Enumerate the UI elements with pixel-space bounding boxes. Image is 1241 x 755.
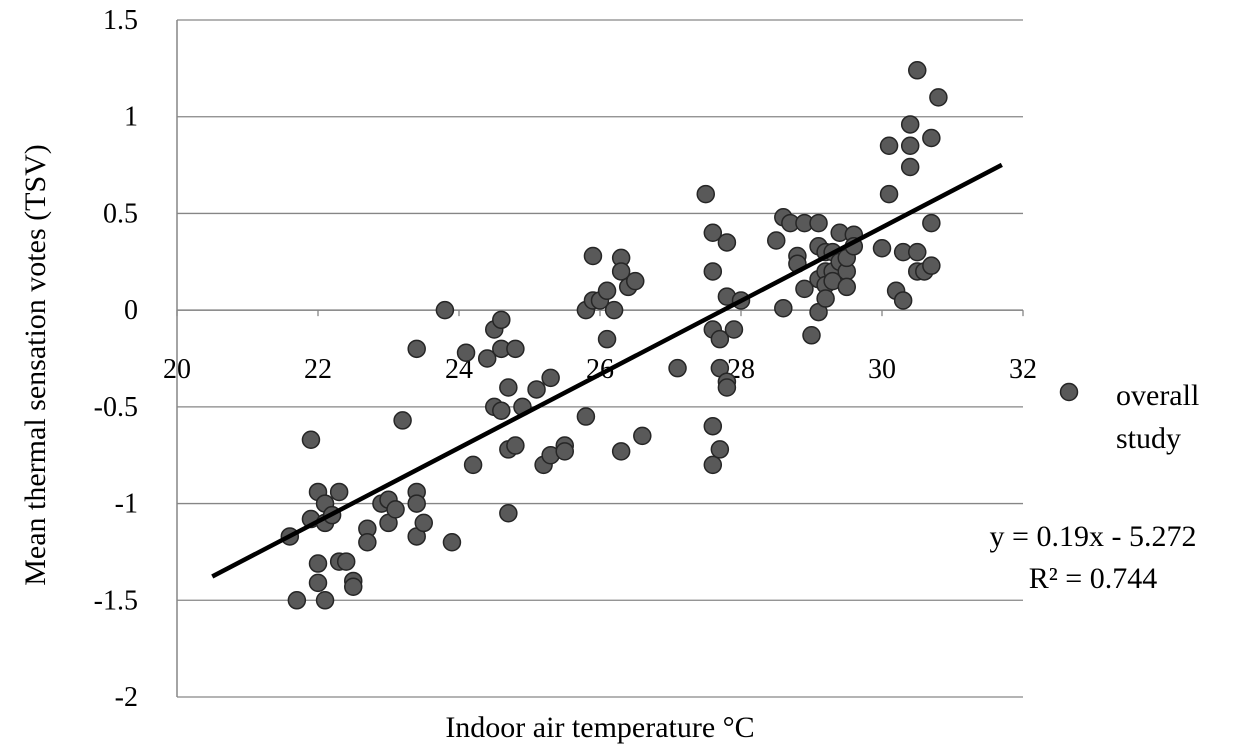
data-point	[463, 455, 483, 475]
data-point	[710, 329, 730, 349]
data-point	[506, 436, 525, 455]
data-point	[710, 440, 730, 459]
data-point	[492, 310, 511, 330]
data-point	[499, 378, 518, 397]
x-tick-label: 20	[163, 354, 191, 385]
data-point	[929, 88, 948, 107]
data-point	[668, 358, 687, 378]
data-point	[393, 411, 412, 430]
data-point	[717, 233, 737, 252]
data-point	[703, 262, 723, 281]
data-point	[308, 554, 328, 573]
data-point	[407, 494, 426, 513]
y-tick-labels: 1.5 1 0.5 0 -0.5 -1 -1.5 -2	[94, 5, 138, 713]
y-tick-label: 0.5	[103, 198, 138, 229]
data-point	[386, 500, 405, 519]
y-tick-label: -1	[115, 489, 138, 520]
data-point	[555, 442, 574, 461]
data-point	[837, 277, 856, 297]
data-point	[597, 329, 617, 349]
data-point	[499, 503, 518, 523]
data-point	[703, 223, 723, 243]
trendline-equation: y = 0.19x - 5.272	[990, 520, 1197, 553]
data-point	[802, 326, 821, 345]
data-point	[597, 281, 617, 301]
data-point	[922, 128, 941, 148]
data-point	[717, 378, 737, 397]
data-point	[696, 184, 715, 204]
data-point	[611, 262, 631, 281]
data-point	[492, 401, 511, 420]
data-point	[527, 380, 546, 399]
x-tick-labels: 20 22 24 26 28 30 32	[163, 310, 1037, 385]
data-point	[879, 136, 899, 155]
data-point	[308, 573, 328, 593]
y-tick-label: -2	[115, 682, 138, 713]
data-point	[724, 320, 744, 339]
data-point	[329, 482, 349, 502]
data-point	[477, 349, 497, 368]
data-point	[809, 213, 828, 233]
data-point	[908, 242, 927, 262]
y-tick-label: 1	[124, 102, 138, 133]
x-axis-title: Indoor air temperature °C	[445, 711, 754, 744]
data-point	[604, 300, 624, 320]
data-point	[407, 339, 426, 359]
data-point	[336, 552, 356, 571]
y-tick-label: 0	[124, 295, 138, 326]
data-point	[879, 184, 899, 204]
data-point	[816, 289, 835, 308]
data-point	[633, 426, 652, 446]
data-point	[435, 300, 455, 320]
data-point	[576, 407, 596, 426]
y-axis-title: Mean thermal sensation votes (TSV)	[19, 144, 52, 586]
x-tick-label: 22	[304, 354, 332, 385]
data-point	[774, 298, 793, 318]
data-points	[280, 61, 948, 610]
data-point	[414, 513, 433, 533]
data-point	[287, 591, 307, 610]
data-point	[703, 416, 723, 436]
data-point	[900, 115, 920, 134]
data-point	[611, 442, 631, 461]
data-point	[344, 577, 363, 596]
data-point	[315, 591, 335, 610]
data-point	[442, 533, 462, 552]
data-point	[908, 61, 927, 80]
legend: overall study	[1059, 379, 1199, 455]
data-point	[900, 157, 920, 177]
data-point	[358, 533, 377, 552]
data-point	[893, 291, 913, 310]
data-point	[795, 279, 814, 299]
y-tick-label: -0.5	[94, 392, 138, 423]
data-point	[626, 271, 645, 291]
data-point	[872, 238, 892, 258]
data-point	[767, 231, 786, 250]
legend-label-line2: study	[1116, 422, 1181, 455]
data-point	[703, 455, 723, 475]
legend-label-line1: overall	[1116, 379, 1199, 412]
y-tick-label: -1.5	[94, 585, 138, 616]
data-point	[301, 430, 321, 449]
data-point	[456, 343, 476, 362]
r-squared-label: R² = 0.744	[1029, 562, 1157, 595]
trendline	[211, 162, 1003, 579]
x-tick-label: 32	[1009, 354, 1037, 385]
data-point	[922, 213, 941, 233]
y-tick-label: 1.5	[103, 5, 138, 36]
data-point	[922, 256, 941, 275]
x-tick-label: 30	[868, 354, 896, 385]
data-point	[583, 246, 603, 266]
data-point	[506, 339, 525, 359]
data-point	[900, 136, 920, 155]
legend-marker	[1059, 382, 1079, 402]
data-point	[541, 368, 560, 388]
